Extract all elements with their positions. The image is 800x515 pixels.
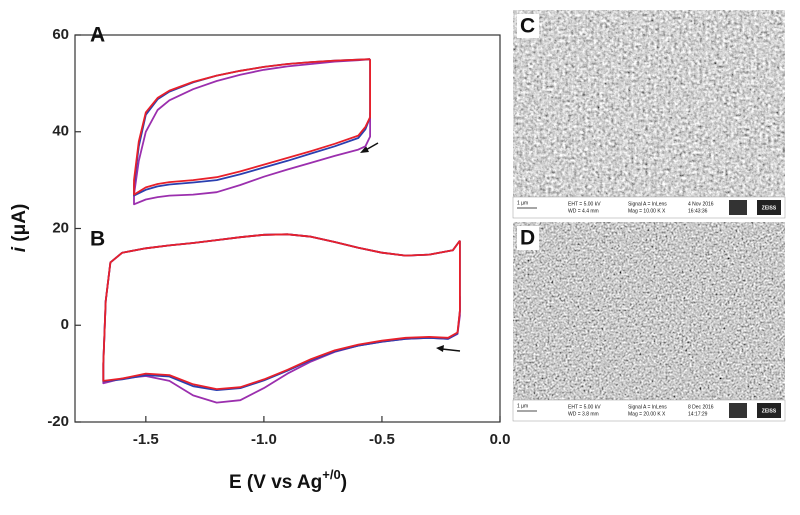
y-tick-label: -20 [47, 413, 69, 430]
arrow-head [436, 345, 444, 352]
info-text: 16:43:36 [688, 208, 708, 214]
info-text: Mag = 20.00 K X [628, 411, 666, 417]
logo: ZEISS [762, 205, 777, 211]
cv-curve [102, 233, 461, 390]
panel-label: D [520, 227, 535, 250]
logo: ZEISS [762, 408, 777, 414]
detector-icon [729, 403, 747, 418]
y-label-rest: (μA) [9, 204, 30, 247]
arrow [441, 348, 461, 352]
info-text: Mag = 10.00 K X [628, 208, 666, 214]
sem-image [513, 222, 785, 400]
info-text: WD = 3.8 mm [568, 411, 599, 417]
x-tick-label: -0.5 [369, 431, 395, 448]
info-text: Signal A = InLens [628, 404, 667, 410]
panel-label-bg [517, 14, 539, 38]
scale-label: 1 µm [517, 200, 528, 206]
cv-curve [102, 233, 461, 391]
y-label-italic: i [9, 246, 30, 252]
cv-curve [133, 58, 371, 196]
info-text: 14:17:29 [688, 411, 708, 417]
detector-icon [729, 200, 747, 215]
x-label-end: ) [341, 472, 347, 493]
info-text: Signal A = InLens [628, 201, 667, 207]
panel-label: C [520, 15, 535, 38]
x-tick-label: -1.0 [251, 431, 277, 448]
x-tick-label: 0.0 [490, 431, 511, 448]
x-axis-label: E (V vs Ag+/0) [229, 467, 347, 493]
info-text: 4 Nov 2016 [688, 201, 714, 207]
cv-curve [133, 58, 371, 197]
panel-label: B [90, 228, 105, 251]
info-text: 8 Dec 2016 [688, 404, 714, 410]
info-bar [512, 399, 786, 422]
y-tick-label: 40 [52, 123, 69, 140]
info-text: EHT = 5.00 kV [568, 404, 601, 410]
cv-curve [102, 233, 461, 404]
y-tick-label: 20 [52, 219, 69, 236]
plot-frame [74, 34, 501, 423]
x-label-sup: +/0 [322, 467, 340, 482]
y-tick-label: 60 [52, 26, 69, 43]
panel-label-bg [517, 226, 539, 250]
info-bar [512, 196, 786, 219]
sem-image [513, 10, 785, 197]
arrow-head [360, 146, 369, 153]
logo-bg [757, 200, 781, 215]
y-tick-label: 0 [61, 316, 69, 333]
cv-curve [133, 58, 371, 206]
panel-label: A [90, 24, 105, 47]
info-text: WD = 4.4 mm [568, 208, 599, 214]
scale-label: 1 µm [517, 403, 528, 409]
y-axis-label: i (μA) [9, 204, 30, 253]
x-tick-label: -1.5 [133, 431, 159, 448]
logo-bg [757, 403, 781, 418]
info-text: EHT = 5.00 kV [568, 201, 601, 207]
x-label-main: E (V vs Ag [229, 472, 322, 493]
